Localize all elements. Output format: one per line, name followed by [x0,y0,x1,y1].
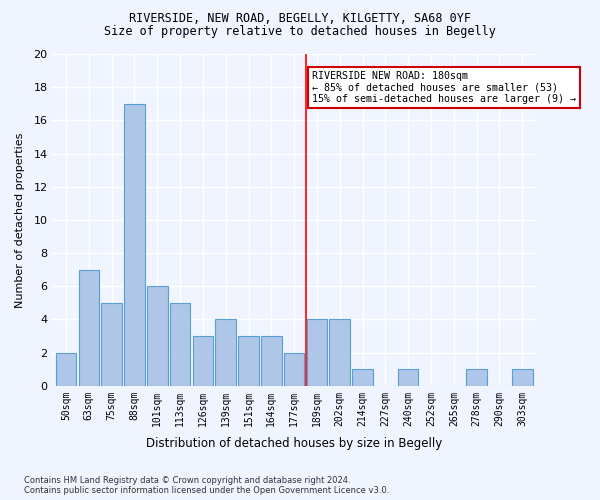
Text: RIVERSIDE NEW ROAD: 180sqm
← 85% of detached houses are smaller (53)
15% of semi: RIVERSIDE NEW ROAD: 180sqm ← 85% of deta… [313,70,577,104]
Text: Contains HM Land Registry data © Crown copyright and database right 2024.
Contai: Contains HM Land Registry data © Crown c… [24,476,389,495]
Bar [79,270,99,386]
Bar [193,336,213,386]
Text: Size of property relative to detached houses in Begelly: Size of property relative to detached ho… [104,25,496,38]
Bar [147,286,167,386]
Bar [261,336,281,386]
Bar [466,369,487,386]
Bar [352,369,373,386]
Bar [170,303,190,386]
Bar [101,303,122,386]
X-axis label: Distribution of detached houses by size in Begelly: Distribution of detached houses by size … [146,437,442,450]
Bar [512,369,533,386]
Bar [284,352,304,386]
Text: RIVERSIDE, NEW ROAD, BEGELLY, KILGETTY, SA68 0YF: RIVERSIDE, NEW ROAD, BEGELLY, KILGETTY, … [129,12,471,26]
Bar [238,336,259,386]
Bar [124,104,145,386]
Bar [215,320,236,386]
Y-axis label: Number of detached properties: Number of detached properties [15,132,25,308]
Bar [329,320,350,386]
Bar [307,320,327,386]
Bar [398,369,418,386]
Bar [56,352,76,386]
